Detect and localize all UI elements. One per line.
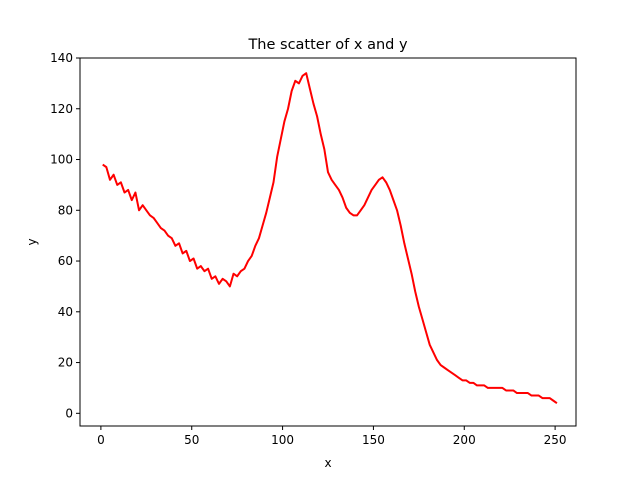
axes-ticks: 0 50 100 150 200 250 0 20 40 60 80 100 120 140 [50, 51, 566, 447]
axes-frame [79, 57, 577, 427]
y-tick-label: 0 [65, 406, 73, 420]
series-line-0 [102, 72, 558, 404]
x-tick-label: 150 [362, 433, 385, 447]
y-tick-label: 120 [50, 102, 73, 116]
x-tick-label: 250 [544, 433, 567, 447]
x-tick-label: 100 [271, 433, 294, 447]
y-tick-label: 80 [58, 203, 73, 217]
x-tick-label: 200 [453, 433, 476, 447]
x-tick-label: 0 [97, 433, 105, 447]
plot-area [102, 72, 558, 404]
y-tick-label: 140 [50, 51, 73, 65]
y-tick-label: 60 [58, 254, 73, 268]
y-axis-label: y [25, 238, 39, 245]
x-tick-label: 50 [184, 433, 199, 447]
chart-title: The scatter of x and y [247, 37, 408, 53]
y-tick-label: 40 [58, 305, 73, 319]
y-tick-label: 20 [58, 356, 73, 370]
y-tick-label: 100 [50, 153, 73, 167]
x-axis-label: x [324, 456, 331, 470]
